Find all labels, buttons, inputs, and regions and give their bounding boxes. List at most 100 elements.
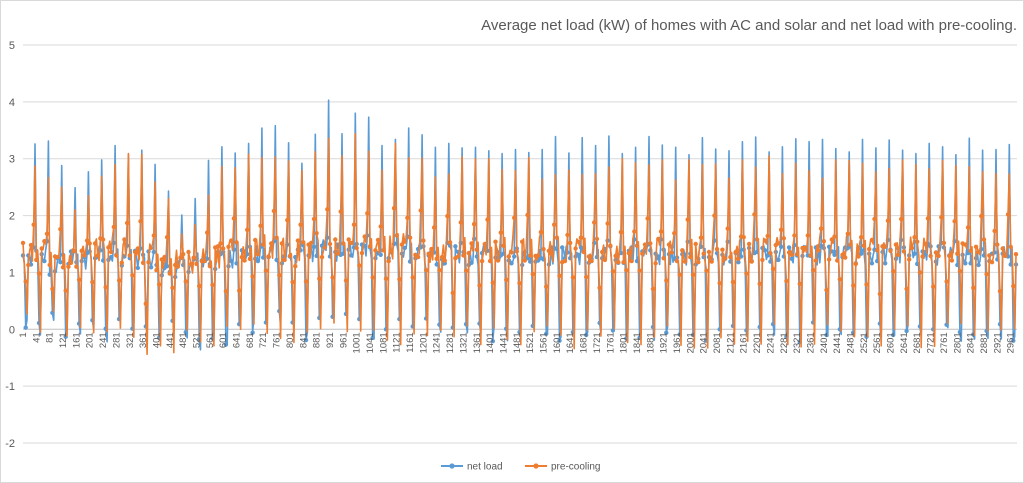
data-point	[752, 212, 757, 217]
data-point	[250, 274, 255, 279]
data-point	[114, 253, 119, 258]
data-point	[1011, 283, 1016, 289]
data-point	[418, 208, 423, 213]
data-point	[466, 250, 471, 256]
data-point	[63, 288, 68, 293]
data-point	[207, 264, 213, 269]
data-point	[274, 235, 279, 240]
x-tick-label: 641	[232, 332, 243, 348]
data-point	[375, 237, 381, 243]
x-tick-label: 481	[178, 332, 189, 348]
series-group	[20, 99, 1019, 356]
data-point	[512, 215, 517, 220]
data-point	[453, 244, 458, 249]
data-point	[877, 291, 883, 297]
data-point	[658, 229, 664, 234]
data-point	[931, 284, 936, 289]
data-point	[509, 250, 514, 255]
data-point	[405, 215, 410, 220]
data-point	[717, 281, 722, 286]
data-point	[856, 254, 861, 259]
data-point	[100, 237, 106, 242]
data-point	[992, 228, 997, 234]
data-point	[434, 262, 439, 267]
data-point	[68, 260, 74, 265]
data-point	[258, 223, 263, 228]
data-point	[223, 342, 229, 347]
data-point	[939, 215, 944, 220]
x-tick-label: 2721	[926, 332, 937, 353]
data-point	[664, 330, 669, 335]
data-point	[725, 226, 730, 231]
chart-title: Average net load (kW) of homes with AC a…	[481, 17, 1017, 34]
data-point	[600, 249, 605, 255]
data-point	[813, 258, 818, 263]
data-point	[851, 283, 856, 288]
data-point	[538, 229, 544, 235]
data-point	[290, 279, 295, 285]
data-point	[234, 261, 239, 266]
data-point	[58, 227, 63, 232]
x-tick-label: 2521	[859, 332, 870, 353]
data-point	[349, 240, 354, 246]
data-point	[132, 249, 138, 255]
data-point	[322, 245, 327, 250]
data-point	[768, 250, 773, 256]
data-point	[674, 258, 680, 264]
data-point	[848, 242, 853, 247]
x-tick-label: 2561	[872, 332, 883, 353]
data-point	[522, 258, 527, 263]
x-tick-label: 1081	[378, 332, 389, 353]
data-point	[869, 237, 875, 243]
data-point	[351, 222, 357, 227]
data-point	[570, 275, 576, 280]
data-point	[664, 278, 669, 283]
x-tick-label: 201	[85, 332, 96, 348]
data-point	[79, 248, 84, 253]
data-point	[736, 256, 741, 261]
data-point	[709, 259, 714, 264]
x-tick-label: 161	[71, 332, 82, 348]
series-pre-cooling	[20, 132, 1019, 356]
data-point	[410, 275, 415, 280]
data-point	[544, 331, 549, 336]
data-point	[843, 255, 848, 260]
data-point	[885, 218, 891, 223]
data-point	[653, 261, 658, 266]
data-point	[704, 268, 709, 273]
data-point	[23, 325, 28, 330]
x-tick-label: 2961	[1006, 332, 1017, 353]
x-tick-label: 1401	[485, 332, 496, 353]
data-point	[824, 332, 829, 338]
data-point	[987, 253, 992, 258]
data-point	[915, 261, 920, 267]
data-point	[197, 283, 202, 289]
data-point	[429, 246, 434, 252]
data-point	[245, 227, 250, 232]
x-tick-label: 2401	[819, 332, 830, 353]
data-point	[335, 251, 341, 256]
data-point	[778, 227, 784, 232]
data-point	[156, 282, 162, 287]
x-tick-label: 2641	[899, 332, 910, 353]
data-point	[362, 234, 367, 239]
data-point	[74, 264, 79, 269]
data-point	[955, 251, 960, 256]
data-point	[605, 221, 610, 226]
data-point	[365, 211, 370, 216]
data-point	[389, 249, 394, 254]
data-point	[530, 271, 535, 277]
data-point	[205, 230, 210, 235]
x-tick-label: 1041	[365, 332, 376, 353]
data-point	[223, 289, 229, 294]
data-point	[381, 248, 386, 253]
data-point	[832, 252, 837, 257]
data-point	[317, 276, 322, 281]
data-point	[373, 248, 378, 253]
data-point	[701, 251, 706, 256]
x-tick-label: 681	[245, 332, 256, 348]
data-point	[426, 251, 431, 256]
data-point	[963, 242, 968, 247]
data-point	[333, 237, 338, 242]
data-point	[634, 243, 640, 248]
